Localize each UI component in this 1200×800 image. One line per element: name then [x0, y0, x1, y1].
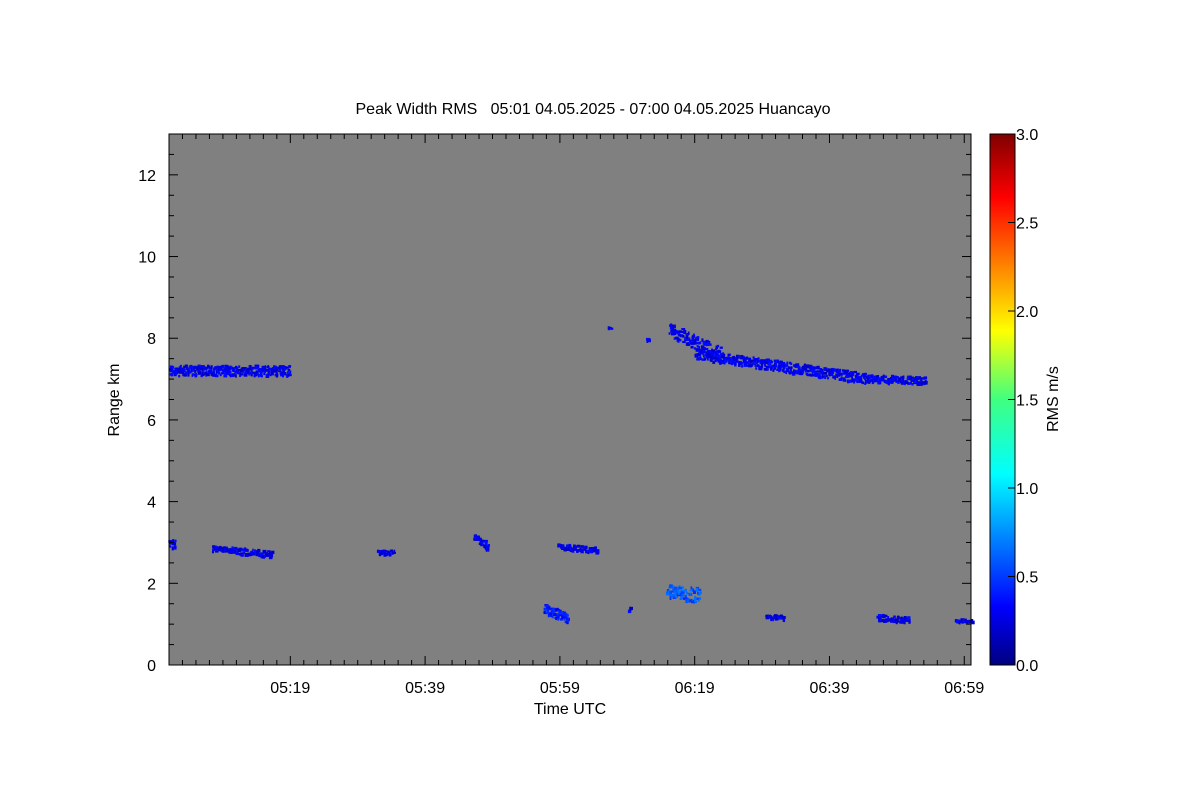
colorbar-tick-label: 1.5	[1016, 393, 1038, 410]
echo-feature	[866, 374, 928, 386]
echo-feature	[646, 337, 651, 343]
x-axis-label: Time UTC	[534, 701, 606, 718]
echo-feature	[473, 534, 490, 552]
echo-feature	[627, 606, 633, 614]
echo-feature	[876, 613, 911, 625]
chart-title: Peak Width RMS 05:01 04.05.2025 - 07:00 …	[356, 101, 831, 118]
y-tick-label: 4	[147, 495, 156, 512]
echo-feature	[557, 543, 600, 555]
x-axis-ticks: 05:19 05:39 05:59 06:19 06:39 06:59	[168, 134, 984, 697]
echo-feature	[665, 584, 702, 604]
echo-feature	[168, 364, 292, 378]
x-tick-label: 06:59	[944, 680, 984, 697]
colorbar-label: RMS m/s	[1045, 366, 1062, 432]
colorbar-tick-label: 0.5	[1016, 570, 1038, 587]
y-tick-label: 8	[147, 331, 156, 348]
echo-feature	[376, 549, 396, 557]
y-tick-label: 6	[147, 413, 156, 430]
colorbar-tick-label: 2.0	[1016, 304, 1038, 321]
y-tick-label: 0	[147, 658, 156, 675]
x-tick-label: 05:19	[270, 680, 310, 697]
echo-layer	[168, 323, 975, 625]
echo-feature	[212, 545, 275, 560]
y-axis-ticks: 0 2 4 6 8 10 12	[138, 133, 971, 675]
colorbar-ticks: 0.0 0.5 1.0 1.5 2.0 2.5 3.0	[1008, 127, 1038, 675]
echo-feature	[607, 326, 614, 331]
plot-frame	[168, 133, 972, 666]
plot-area	[169, 134, 971, 665]
x-tick-label: 06:19	[675, 680, 715, 697]
y-axis-label: Range km	[106, 364, 123, 437]
y-tick-label: 2	[147, 576, 156, 593]
echo-feature	[765, 614, 786, 622]
x-tick-label: 05:39	[405, 680, 445, 697]
colorbar-tick-label: 2.5	[1016, 216, 1038, 233]
x-tick-label: 05:59	[540, 680, 580, 697]
y-tick-label: 12	[138, 168, 156, 185]
x-tick-label: 06:39	[809, 680, 849, 697]
echo-feature	[543, 604, 570, 625]
y-tick-label: 10	[138, 250, 156, 267]
colorbar-tick-label: 0.0	[1016, 658, 1038, 675]
echo-feature	[954, 618, 975, 625]
colorbar-tick-label: 3.0	[1016, 127, 1038, 144]
colorbar-tick-label: 1.0	[1016, 481, 1038, 498]
